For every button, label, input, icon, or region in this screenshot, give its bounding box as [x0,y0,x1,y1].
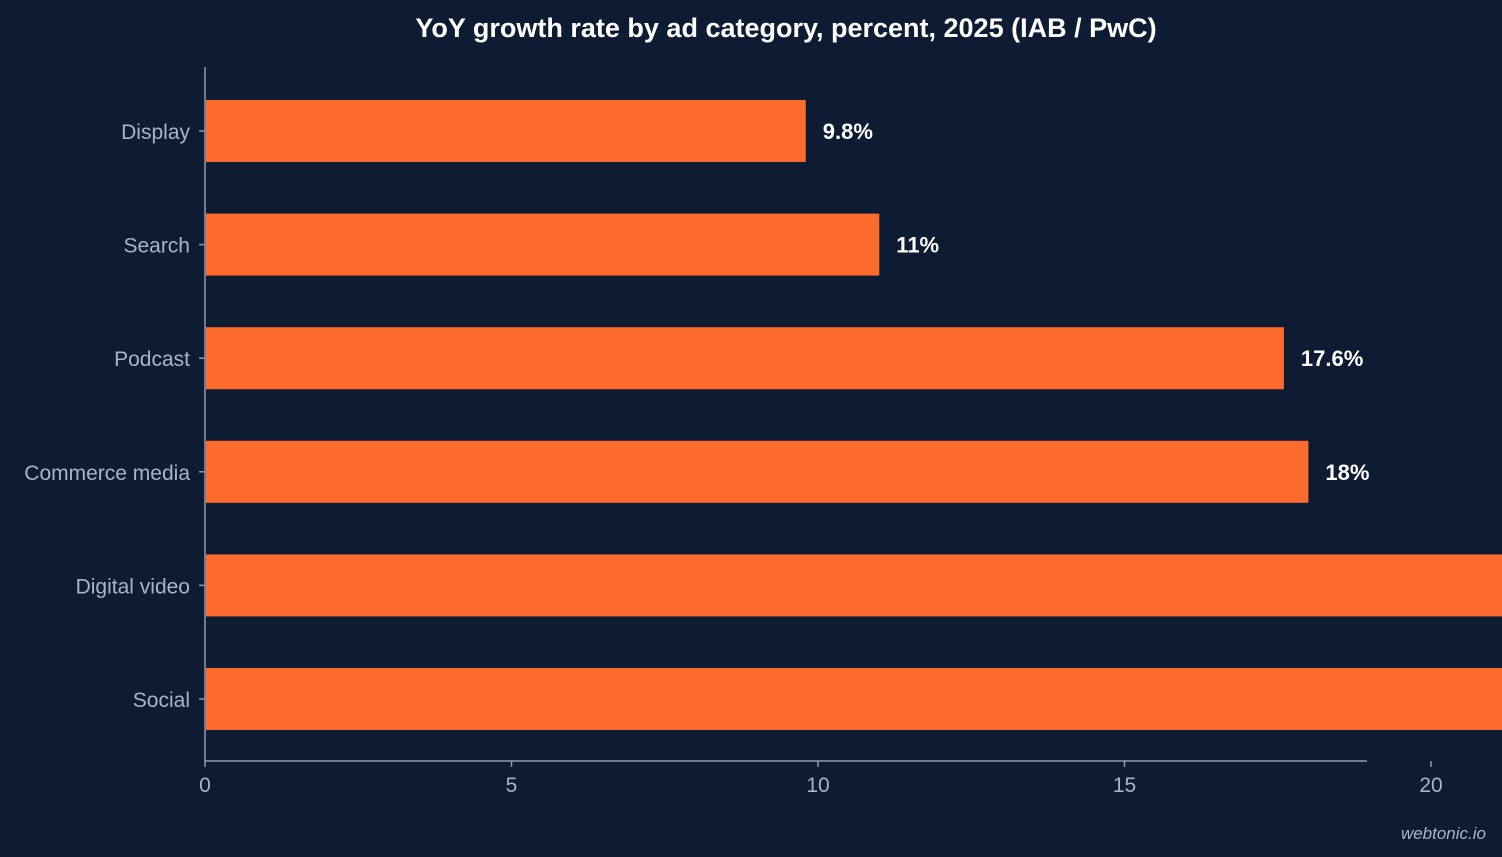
x-tick-label: 0 [199,774,211,797]
category-label: Search [123,235,190,258]
labels: Display 9.8% Search 11% Podcast 17.6% Commerce… [24,119,1369,712]
value-label: 17.6% [1301,346,1363,371]
category-label: Digital video [76,575,190,598]
bar [206,327,1284,390]
watermark: webtonic.io [1401,824,1486,843]
category-label: Podcast [114,348,190,371]
bar [206,554,1502,617]
category-label: Social [133,689,190,712]
x-tick-label: 5 [506,774,518,797]
bar [206,100,806,162]
chart-title: YoY growth rate by ad category, percent,… [415,13,1156,43]
bar [206,668,1502,730]
x-tick-label: 10 [806,774,829,797]
value-label: 11% [896,233,939,258]
value-label: 9.8% [823,119,873,144]
value-label: 18% [1325,460,1369,485]
x-tick-label: 20 [1419,774,1442,797]
category-label: Display [121,121,190,144]
x-tick-label: 15 [1113,774,1136,797]
category-label: Commerce media [24,462,190,485]
axes: 05101520253035 [199,67,1443,797]
bars [206,100,1502,730]
bar [206,440,1309,503]
bar [206,213,880,276]
